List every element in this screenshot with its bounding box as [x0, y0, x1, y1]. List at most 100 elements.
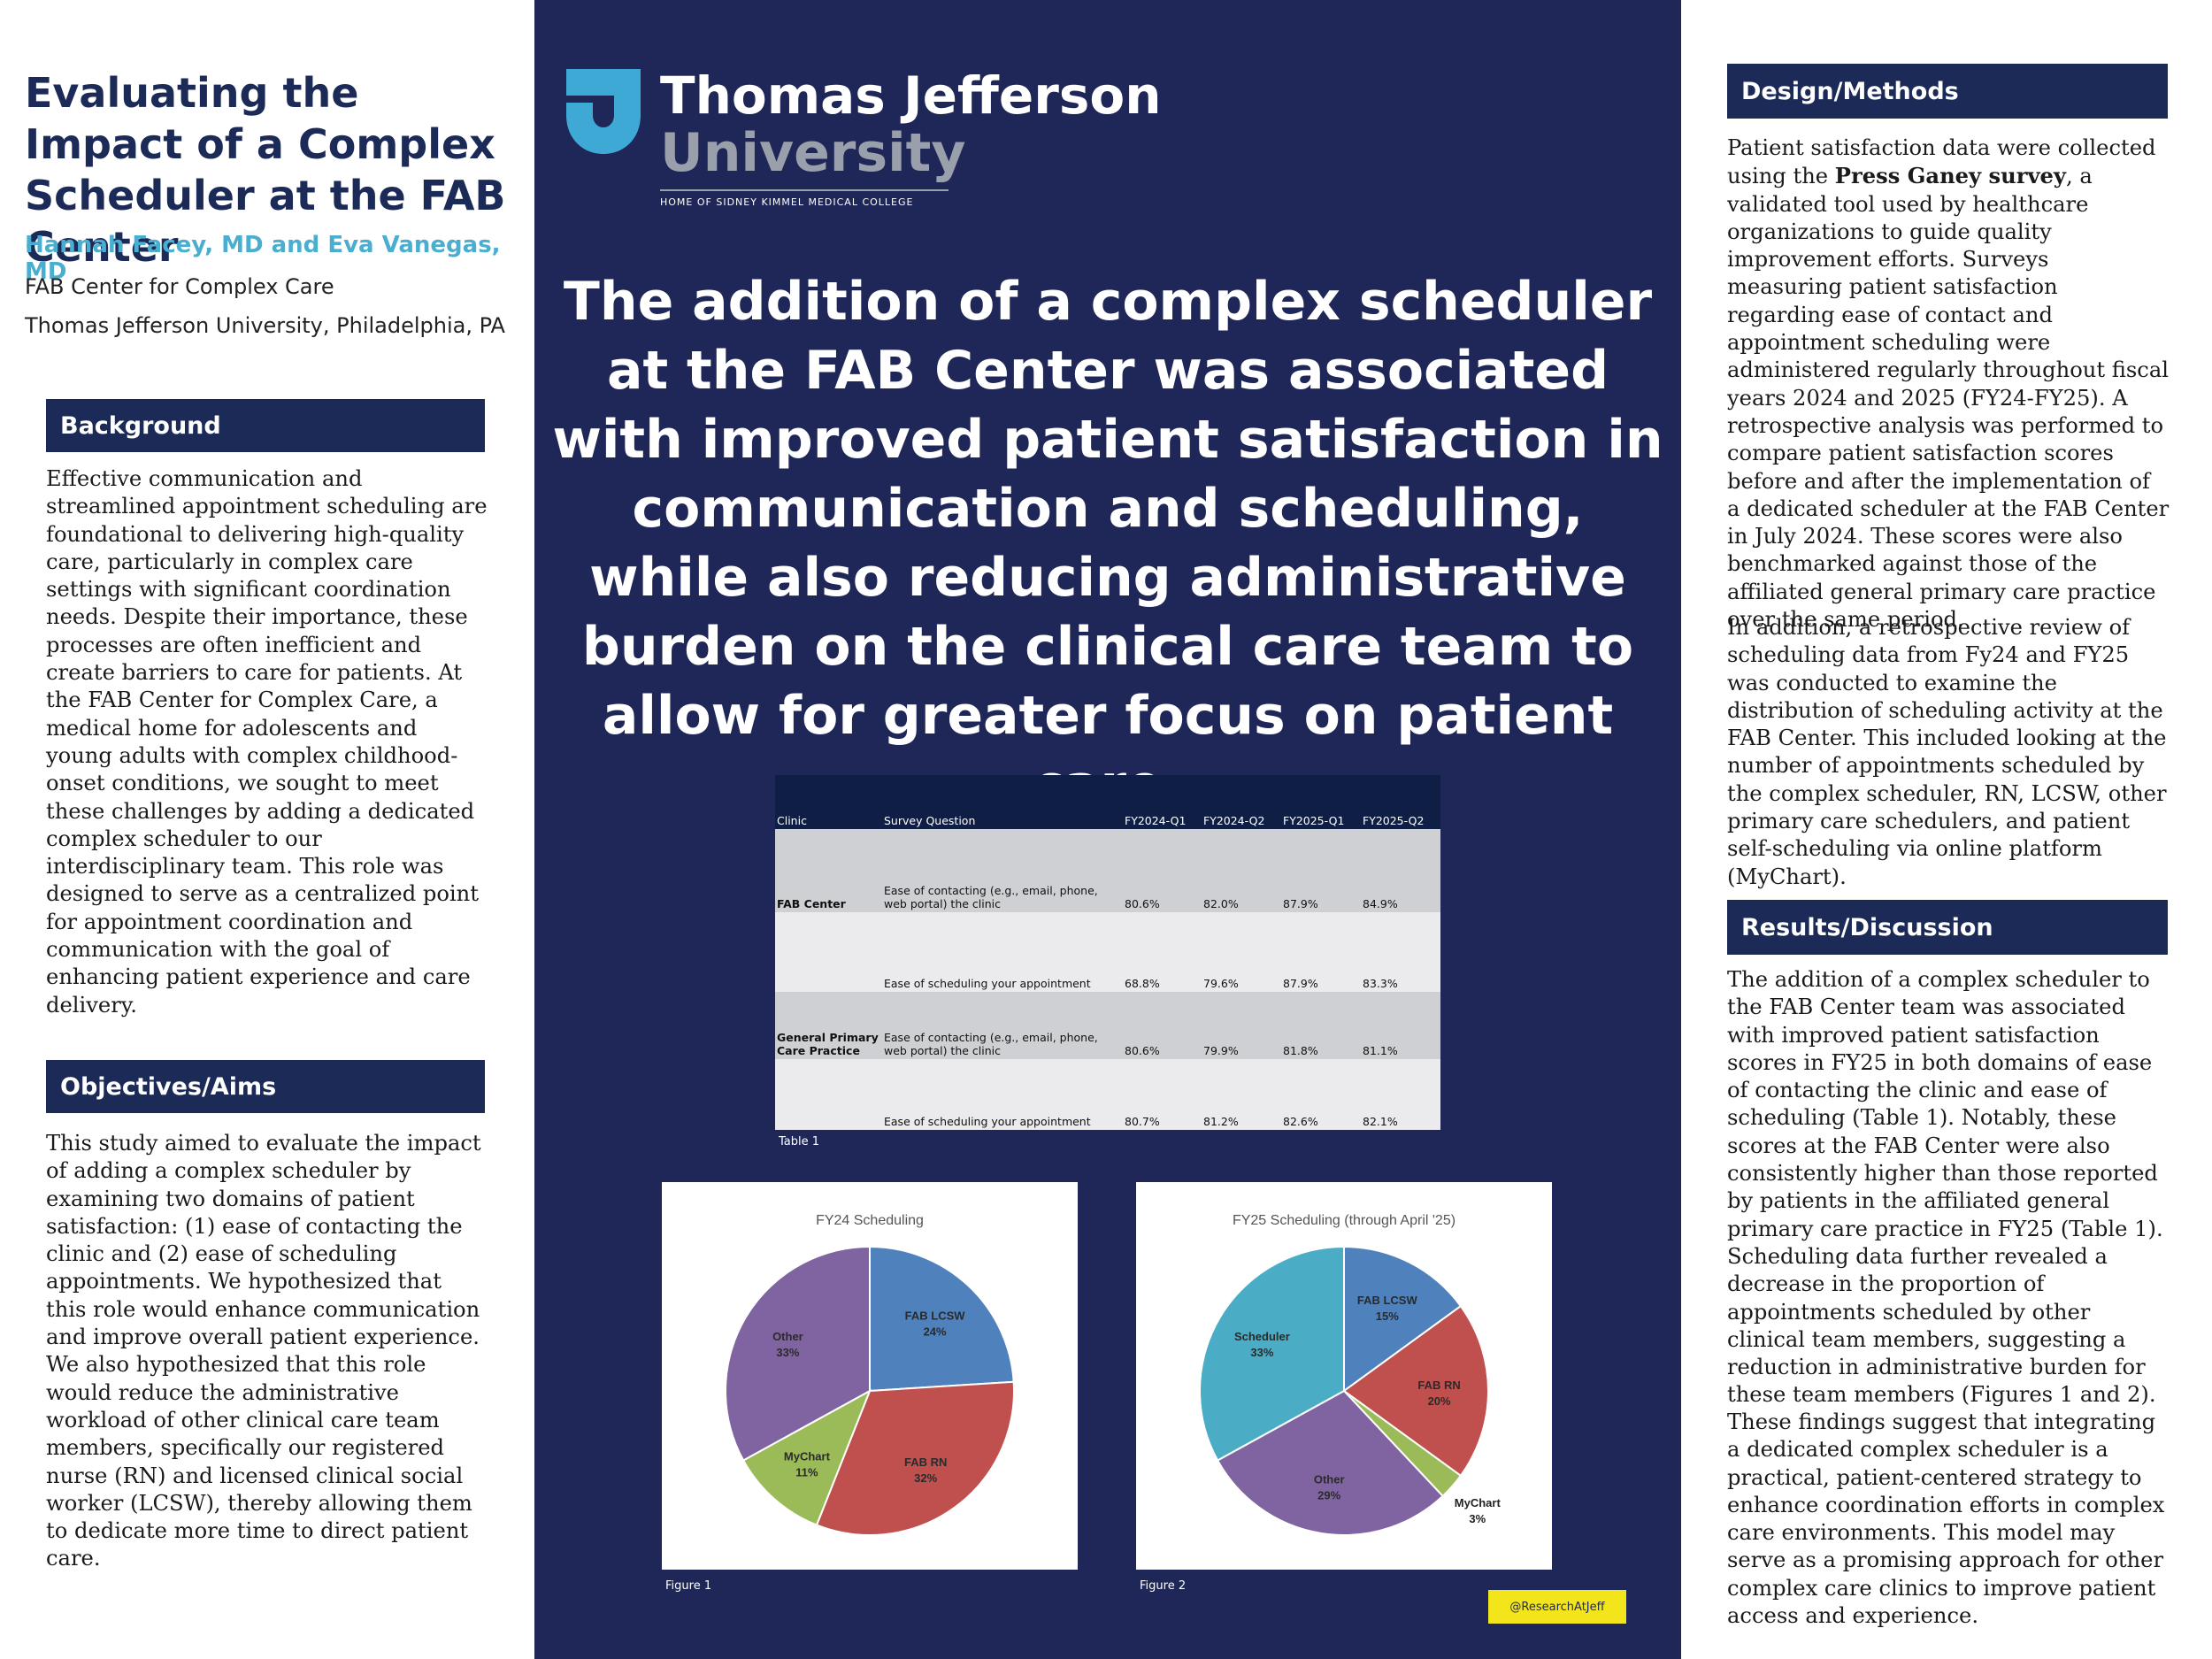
table-cell-value: 82.6%: [1281, 1059, 1361, 1130]
table-cell-question: Ease of scheduling your appointment: [882, 912, 1123, 992]
pie-2-slice-fab-lcsw: [1343, 1245, 1463, 1393]
pie-1-label: FAB LCSW: [905, 1310, 966, 1323]
pie-2-percent: 3%: [1469, 1512, 1486, 1525]
logo-divider: [660, 189, 949, 191]
table-cell-value: 81.1%: [1361, 992, 1440, 1059]
table-cell-question: Ease of contacting (e.g., email, phone, …: [882, 829, 1123, 912]
table-header-cell: FY2024-Q2: [1202, 814, 1281, 829]
design-methods-paragraph-2: In addition, a retrospective review of s…: [1727, 615, 2167, 889]
main-finding-headline: The addition of a complex scheduler at t…: [552, 271, 1663, 816]
table-cell-value: 83.3%: [1361, 912, 1440, 992]
logo-text-thomas-jefferson: Thomas Jefferson: [660, 65, 1162, 126]
pie-2-label: FAB LCSW: [1357, 1294, 1418, 1307]
poster-title: Evaluating the Impact of a Complex Sched…: [25, 69, 506, 271]
table-caption: Table 1: [779, 1135, 820, 1148]
table-cell-value: 82.0%: [1202, 829, 1281, 912]
pie-1-slice-other: [725, 1245, 871, 1462]
methods-text-part: Patient satisfaction data were collected…: [1727, 135, 2156, 189]
table-cell-clinic: [775, 912, 882, 992]
table-cell-value: 79.9%: [1202, 992, 1281, 1059]
jefferson-j-logo-icon: [566, 69, 641, 154]
table-row: Ease of scheduling your appointment 68.8…: [775, 912, 1440, 992]
affiliation-university: Thomas Jefferson University, Philadelphi…: [25, 313, 505, 338]
logo-tagline: HOME OF SIDNEY KIMMEL MEDICAL COLLEGE: [660, 196, 914, 208]
center-panel: Thomas Jefferson University HOME OF SIDN…: [534, 0, 1681, 1659]
results-heading: Results/Discussion: [1727, 900, 2168, 955]
table-cell-clinic: General Primary Care Practice: [775, 992, 882, 1059]
table-cell-question: Ease of scheduling your appointment: [882, 1059, 1123, 1130]
pie-2-slice-fab-rn: [1342, 1304, 1490, 1478]
table-header-cell: FY2025-Q2: [1361, 814, 1440, 829]
pie-1-percent: 32%: [914, 1471, 937, 1485]
table-cell-value: 79.6%: [1202, 912, 1281, 992]
table-cell-clinic: [775, 1059, 882, 1130]
pie-1-label: Other: [772, 1330, 803, 1343]
table-cell-value: 87.9%: [1281, 829, 1361, 912]
results-paragraph-2: These findings suggest that integrating …: [1727, 1409, 2165, 1629]
pie-1-title: FY24 Scheduling: [816, 1213, 924, 1228]
table-cell-clinic: FAB Center: [775, 829, 882, 912]
pie-2-percent: 33%: [1250, 1346, 1273, 1359]
fy25-pie-chart: FY25 Scheduling (through April '25) FAB L…: [1199, 1213, 1502, 1536]
pie-2-percent: 20%: [1428, 1394, 1451, 1408]
table-row: Ease of scheduling your appointment 80.7…: [775, 1059, 1440, 1130]
table-cell-value: 68.8%: [1123, 912, 1202, 992]
table-header-cell: FY2024-Q1: [1123, 814, 1202, 829]
table-row: FAB Center Ease of contacting (e.g., ema…: [775, 829, 1440, 912]
social-handle-badge: @ResearchAtJeff: [1488, 1590, 1626, 1624]
pie-2-slice-other: [1216, 1389, 1444, 1536]
logo-text-university: University: [660, 122, 966, 184]
pie-1-percent: 24%: [924, 1325, 947, 1339]
results-paragraph-1: The addition of a complex scheduler to t…: [1727, 967, 2163, 1408]
table-cell-value: 84.9%: [1361, 829, 1440, 912]
press-ganey-emphasis: Press Ganey survey: [1834, 163, 2066, 189]
methods-text-part: , a validated tool used by healthcare or…: [1727, 164, 2170, 633]
table-cell-value: 80.6%: [1123, 992, 1202, 1059]
pie-1-percent: 33%: [776, 1346, 799, 1359]
pie-1-label: MyChart: [784, 1450, 831, 1463]
background-text: Effective communication and streamlined …: [46, 466, 488, 1018]
pie-2-slice-scheduler: [1199, 1245, 1345, 1462]
pie-2-percent: 15%: [1376, 1310, 1399, 1323]
figure-2-caption: Figure 2: [1140, 1579, 1187, 1593]
background-heading: Background: [46, 399, 485, 452]
results-table-container: Clinic Survey Question FY2024-Q1 FY2024-…: [775, 775, 1440, 1148]
design-methods-heading: Design/Methods: [1727, 64, 2168, 119]
fy24-pie-chart: FY24 Scheduling FAB LCSW 24% FAB RN 32% MyCha…: [725, 1213, 1016, 1536]
design-methods-paragraph-1: Patient satisfaction data were collected…: [1727, 134, 2170, 634]
table-cell-value: 80.7%: [1123, 1059, 1202, 1130]
figure-2-box: FY25 Scheduling (through April '25) FAB L…: [1136, 1182, 1552, 1570]
table-cell-value: 87.9%: [1281, 912, 1361, 992]
pie-2-label: MyChart: [1455, 1496, 1502, 1509]
table-cell-value: 82.1%: [1361, 1059, 1440, 1130]
pie-2-label: Other: [1314, 1472, 1345, 1486]
pie-1-percent: 11%: [795, 1466, 818, 1479]
table-row: General Primary Care Practice Ease of co…: [775, 992, 1440, 1059]
table-cell-value: 81.8%: [1281, 992, 1361, 1059]
pie-1-label: FAB RN: [904, 1455, 947, 1469]
table-cell-question: Ease of contacting (e.g., email, phone, …: [882, 992, 1123, 1059]
pie-1-slice-fab-lcsw: [869, 1245, 1015, 1393]
table-header-row: Clinic Survey Question FY2024-Q1 FY2024-…: [775, 814, 1440, 829]
pie-1-slice-fab-rn: [815, 1380, 1016, 1536]
satisfaction-table: Clinic Survey Question FY2024-Q1 FY2024-…: [775, 814, 1440, 1130]
pie-2-label: Scheduler: [1234, 1330, 1290, 1343]
pie-2-label: FAB RN: [1417, 1379, 1460, 1392]
objectives-heading: Objectives/Aims: [46, 1060, 485, 1113]
table-cell-value: 80.6%: [1123, 829, 1202, 912]
pie-2-percent: 29%: [1317, 1488, 1340, 1502]
poster-authors: Hannah Facey, MD and Eva Vanegas, MD: [25, 232, 501, 285]
right-column: Design/Methods Patient satisfaction data…: [1681, 0, 2212, 1659]
table-header-cell: Clinic: [775, 814, 882, 829]
figure-1-caption: Figure 1: [665, 1579, 712, 1593]
affiliation-center: FAB Center for Complex Care: [25, 274, 334, 299]
figure-1-box: FY24 Scheduling FAB LCSW 24% FAB RN 32% MyCha…: [662, 1182, 1078, 1570]
pie-1-slice-mychart: [741, 1388, 872, 1526]
objectives-text: This study aimed to evaluate the impact …: [46, 1131, 481, 1571]
left-column: Evaluating the Impact of a Complex Sched…: [0, 0, 534, 1659]
university-logo: Thomas Jefferson University HOME OF SIDN…: [566, 65, 1186, 216]
table-cell-value: 81.2%: [1202, 1059, 1281, 1130]
table-header-band: [775, 775, 1440, 814]
pie-2-title: FY25 Scheduling (through April '25): [1233, 1213, 1455, 1228]
table-header-cell: Survey Question: [882, 814, 1123, 829]
